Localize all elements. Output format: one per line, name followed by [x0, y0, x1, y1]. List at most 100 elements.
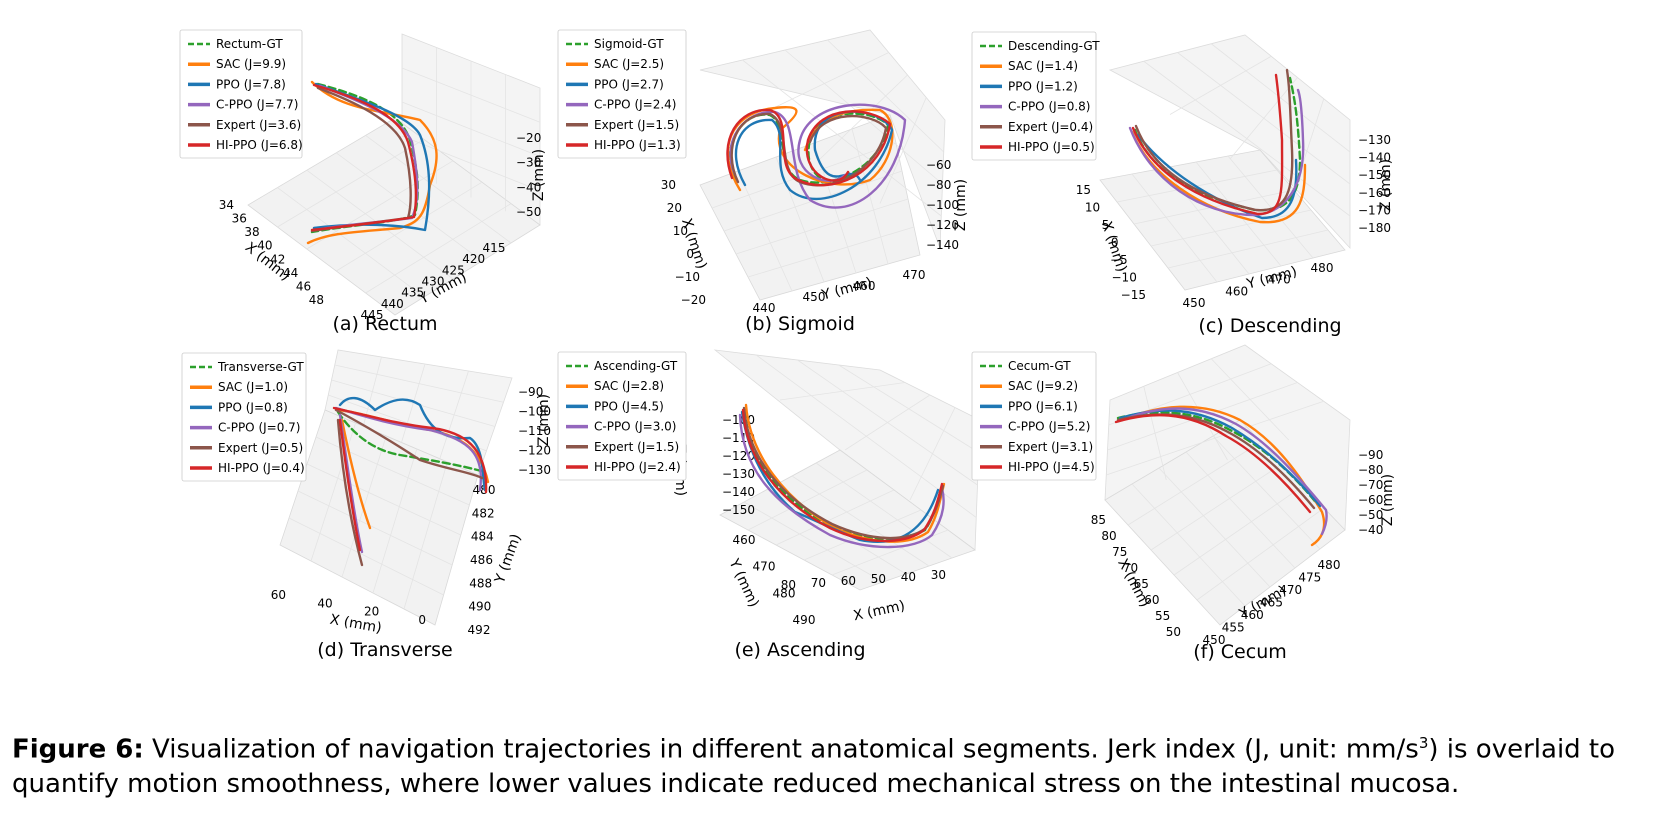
trajectory-cppo — [1128, 88, 1305, 217]
x-tick-label: −10 — [675, 270, 700, 284]
y-tick-label: 450 — [803, 290, 826, 304]
grid-line — [747, 226, 915, 278]
x-tick-label: 5 — [1102, 218, 1110, 232]
legend-entry: SAC (J=1.4) — [1008, 59, 1078, 73]
x-tick-label: 50 — [1166, 625, 1181, 639]
z-tick-label: −90 — [1358, 448, 1383, 462]
legend-entry: SAC (J=9.2) — [1008, 379, 1078, 393]
z-tick-label: −150 — [1358, 168, 1391, 182]
grid-line — [306, 463, 461, 536]
caption-text-a: Visualization of navigation trajectories… — [143, 734, 1419, 765]
chart-panel-4: 6040200480482484486488490492−90−100−110−… — [181, 349, 552, 661]
x-tick-label: −20 — [681, 293, 706, 307]
x-tick-label: −10 — [1112, 271, 1137, 285]
figure-caption: Figure 6: Visualization of navigation tr… — [12, 726, 1657, 801]
z-axis-label: Z (mm) — [1380, 474, 1396, 526]
legend-entry: SAC (J=2.5) — [594, 57, 664, 71]
legend-entry: PPO (J=7.8) — [216, 77, 286, 91]
grid-line — [334, 364, 504, 403]
grid-line — [909, 407, 956, 501]
caption-text-b: ) is overlaid to quantify motion smoothn… — [12, 734, 1616, 799]
x-tick-label: 50 — [871, 572, 886, 586]
y-tick-label: 480 — [1318, 558, 1341, 572]
grid-line — [737, 170, 793, 292]
legend-entry: C-PPO (J=5.2) — [1008, 420, 1090, 434]
grid-line — [1196, 507, 1325, 601]
grid-line — [401, 363, 426, 443]
x-tick-label: 40 — [257, 239, 272, 253]
z-tick-label: −90 — [518, 385, 543, 399]
panel-subtitle: (e) Ascending — [734, 639, 865, 661]
x-tick-label: 80 — [781, 578, 796, 592]
y-tick-label: 450 — [1183, 296, 1206, 310]
trajectory-hippo — [332, 406, 488, 552]
y-tick-label: 470 — [903, 268, 926, 282]
legend-entry: Expert (J=3.1) — [1008, 440, 1093, 454]
grid-line — [1131, 173, 1218, 283]
panel-subtitle: (b) Sigmoid — [745, 313, 855, 335]
x-tick-label: 20 — [364, 605, 379, 619]
z-tick-label: −120 — [926, 218, 959, 232]
y-tick-label: 470 — [1279, 583, 1302, 597]
trajectory-expert — [334, 408, 484, 567]
y-tick-label: 490 — [468, 600, 491, 614]
caption-label: Figure 6: — [12, 734, 144, 765]
grid-line — [879, 97, 927, 204]
x-tick-label: 70 — [811, 576, 826, 590]
x-tick-label: 80 — [1101, 529, 1116, 543]
y-tick-label: 440 — [381, 297, 404, 311]
grid-line — [1227, 155, 1314, 259]
legend-entry: Cecum-GT — [1008, 359, 1071, 373]
z-tick-label: −40 — [516, 180, 541, 194]
grid-line — [277, 139, 425, 228]
x-axis-label: X (mm) — [1098, 219, 1129, 274]
grid-line — [743, 501, 884, 583]
chart-panel-2: −20−100102030440450460470−60−80−100−120−… — [557, 29, 969, 335]
legend-entry: HI-PPO (J=6.8) — [216, 138, 303, 152]
z-tick-label: −70 — [1358, 478, 1383, 492]
trajectory-sac — [726, 106, 894, 192]
z-axis-label: Z (mm) — [1378, 159, 1394, 211]
grid-line — [1150, 209, 1312, 247]
grid-line — [1167, 229, 1329, 269]
legend-entry: PPO (J=6.1) — [1008, 399, 1078, 413]
grid-line — [297, 490, 453, 566]
trajectory-hippo — [726, 108, 892, 187]
grid-line — [1131, 483, 1246, 607]
legend-entry: HI-PPO (J=2.4) — [594, 460, 681, 474]
z-tick-label: −160 — [1358, 186, 1391, 200]
y-tick-label: 425 — [442, 263, 465, 277]
y-tick-label: 440 — [753, 301, 776, 315]
floor-pane — [1104, 419, 1346, 626]
legend-entry: Rectum-GT — [216, 37, 283, 51]
y-tick-label: 488 — [469, 576, 492, 590]
panel-subtitle: (d) Transverse — [317, 639, 452, 661]
legend-box — [557, 351, 687, 481]
z-tick-label: −170 — [1358, 203, 1391, 217]
grid-line — [401, 135, 541, 192]
caption-sup: 3 — [1418, 734, 1429, 752]
z-tick-label: −60 — [1358, 493, 1383, 507]
figure-canvas: 4846444240383634445440435430425420415−20… — [179, 29, 1396, 663]
z-tick-label: −60 — [926, 158, 951, 172]
legend-entry: Descending-GT — [1008, 39, 1100, 53]
grid-line — [791, 475, 930, 567]
legend-entry: Expert (J=0.5) — [218, 441, 303, 455]
trajectory-hippo — [1114, 414, 1312, 514]
x-tick-label: −15 — [1121, 288, 1146, 302]
legend-entry: PPO (J=4.5) — [594, 399, 664, 413]
legend-entry: Expert (J=1.5) — [594, 118, 679, 132]
x-tick-label: 85 — [1091, 513, 1106, 527]
z-tick-label: −130 — [722, 467, 755, 481]
z-tick-label: −100 — [926, 198, 959, 212]
grid-line — [735, 198, 909, 255]
z-axis-label: Z (mm) — [953, 179, 969, 231]
grid-line — [1212, 435, 1321, 550]
x-tick-label: 10 — [673, 224, 688, 238]
trajectory-ppo — [734, 110, 894, 201]
trajectory-cppo — [1120, 407, 1328, 536]
z-tick-label: −100 — [518, 405, 551, 419]
x-tick-label: −5 — [1110, 253, 1128, 267]
y-tick-label: 486 — [470, 553, 493, 567]
